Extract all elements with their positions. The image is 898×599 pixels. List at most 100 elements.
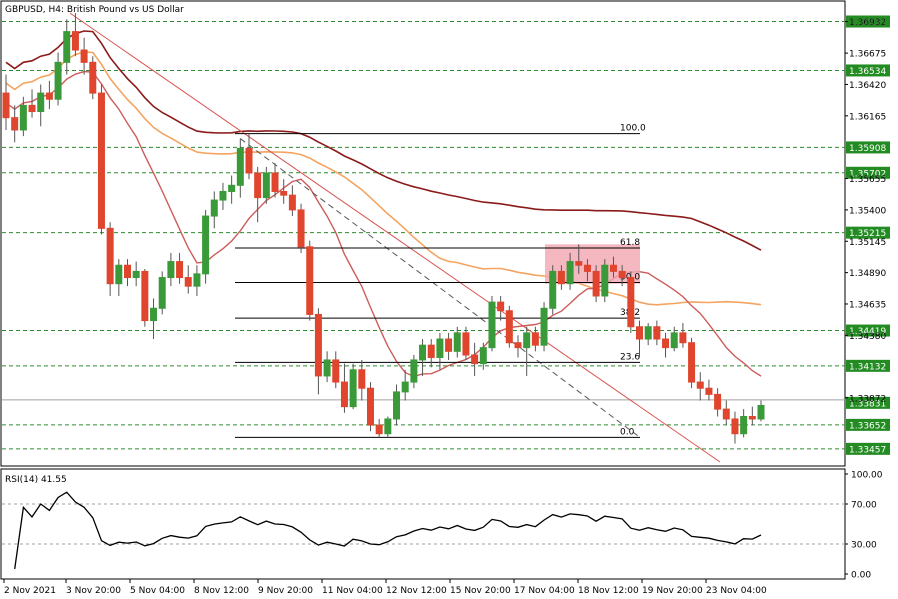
current-price-tag bbox=[846, 396, 890, 409]
level-price-label-3: 1.35702 bbox=[849, 169, 886, 179]
candle-body-20 bbox=[176, 261, 184, 279]
candle-body-51 bbox=[445, 338, 453, 352]
candle-body-10 bbox=[89, 61, 97, 94]
candle-body-18 bbox=[158, 277, 166, 309]
level-price-tag-1 bbox=[846, 64, 890, 77]
time-tick-label-7: 15 Nov 20:00 bbox=[450, 586, 511, 596]
time-tick-label-2: 5 Nov 04:00 bbox=[130, 586, 185, 596]
candle-body-6 bbox=[54, 61, 62, 100]
ma-slow-line bbox=[5, 30, 762, 251]
candle-body-37 bbox=[323, 359, 331, 377]
candle-body-34 bbox=[297, 209, 305, 248]
candle-body-46 bbox=[401, 381, 409, 393]
candle-body-52 bbox=[453, 332, 461, 352]
price-axis: 1.36932 1.36675 1.36420 1.36165 1.35655 1.354… bbox=[845, 18, 886, 404]
candle-body-32 bbox=[280, 190, 288, 196]
time-tick-label-1: 3 Nov 20:00 bbox=[66, 586, 121, 596]
candle-body-49 bbox=[427, 344, 435, 358]
candle-body-44 bbox=[384, 418, 392, 435]
candle-body-2 bbox=[19, 104, 27, 131]
candle-body-19 bbox=[167, 261, 175, 279]
fib-label-100.0: 100.0 bbox=[620, 124, 646, 134]
price-tick-label-10: 1.33872 bbox=[849, 394, 886, 404]
candle-body-65 bbox=[566, 261, 574, 285]
time-tick-label-0: 2 Nov 2021 bbox=[4, 586, 56, 596]
candle-body-83 bbox=[722, 408, 730, 420]
candle-body-8 bbox=[71, 31, 79, 51]
current-price-label: 1.33831 bbox=[849, 399, 886, 409]
trendline-red bbox=[69, 12, 721, 463]
rsi-label: RSI(14) 41.55 bbox=[5, 475, 67, 485]
candle-body-11 bbox=[97, 92, 105, 229]
time-tick-label-5: 11 Nov 04:00 bbox=[322, 586, 383, 596]
candle-body-41 bbox=[358, 369, 366, 389]
candle-body-67 bbox=[583, 264, 591, 272]
time-tick-label-6: 12 Nov 12:00 bbox=[386, 586, 447, 596]
candle-body-23 bbox=[202, 215, 210, 275]
candle-body-40 bbox=[349, 369, 357, 408]
time-tick-label-10: 19 Nov 20:00 bbox=[642, 586, 703, 596]
level-price-label-0: 1.36932 bbox=[849, 18, 886, 28]
trend-lines bbox=[69, 12, 721, 463]
candle-body-71 bbox=[618, 270, 626, 279]
candle-body-5 bbox=[45, 92, 53, 100]
candle-body-14 bbox=[123, 264, 131, 279]
candle-body-85 bbox=[740, 416, 748, 435]
candle-body-28 bbox=[245, 147, 253, 174]
candlestick-series[interactable] bbox=[2, 13, 765, 444]
candle-body-35 bbox=[306, 246, 314, 315]
candle-body-76 bbox=[662, 338, 670, 349]
candle-body-12 bbox=[106, 227, 114, 285]
candle-body-72 bbox=[627, 277, 635, 328]
rsi-tick-label-2: 30.00 bbox=[851, 541, 877, 551]
candle-body-29 bbox=[254, 172, 262, 199]
candle-body-36 bbox=[314, 313, 322, 377]
candle-body-0 bbox=[2, 92, 10, 119]
candle-body-63 bbox=[549, 270, 557, 309]
price-tick-label-7: 1.34890 bbox=[849, 269, 886, 279]
level-price-label-7: 1.33652 bbox=[849, 421, 886, 431]
candle-body-27 bbox=[236, 147, 244, 186]
level-price-label-8: 1.33457 bbox=[849, 445, 886, 455]
price-tick-label-5: 1.35400 bbox=[849, 206, 886, 216]
rsi-tick-label-3: 0.00 bbox=[851, 571, 871, 581]
time-tick-label-9: 18 Nov 12:00 bbox=[578, 586, 639, 596]
candle-body-22 bbox=[193, 273, 201, 287]
rsi-pane bbox=[0, 468, 846, 580]
candle-body-21 bbox=[184, 277, 192, 287]
candle-body-58 bbox=[505, 310, 513, 344]
candle-body-26 bbox=[228, 184, 236, 192]
fib-label-23.6: 23.6 bbox=[620, 352, 640, 362]
price-pane bbox=[0, 0, 846, 467]
level-price-label-6: 1.34132 bbox=[849, 362, 886, 372]
fib-label-61.8: 61.8 bbox=[620, 238, 640, 248]
candle-body-80 bbox=[696, 381, 704, 389]
time-tick-label-11: 23 Nov 04:00 bbox=[706, 586, 767, 596]
rsi-line bbox=[14, 491, 762, 570]
price-tick-label-9: 1.34380 bbox=[849, 332, 886, 342]
candle-body-24 bbox=[210, 199, 218, 217]
candle-body-54 bbox=[471, 354, 479, 365]
candle-body-30 bbox=[262, 172, 270, 199]
level-price-tag-0 bbox=[846, 15, 890, 28]
fib-label-0.0: 0.0 bbox=[620, 427, 635, 437]
rsi-tick-label-1: 70.00 bbox=[851, 501, 877, 511]
candle-body-9 bbox=[80, 49, 88, 63]
candle-body-68 bbox=[592, 270, 600, 297]
price-tick-label-4: 1.35655 bbox=[849, 175, 886, 185]
candle-body-39 bbox=[340, 381, 348, 408]
candle-body-56 bbox=[488, 301, 496, 349]
time-tick-label-3: 8 Nov 12:00 bbox=[194, 586, 249, 596]
chart-title: GBPUSD, H4: British Pound vs US Dollar bbox=[5, 5, 184, 15]
horizontal-levels: 1.36932 1.36534 1.35908 1.35702 1.35215 1.344… bbox=[2, 15, 890, 455]
candle-body-47 bbox=[410, 359, 418, 383]
candle-body-33 bbox=[288, 194, 296, 211]
candle-body-86 bbox=[748, 416, 756, 420]
candle-body-78 bbox=[679, 332, 687, 344]
candle-body-31 bbox=[271, 172, 279, 192]
level-price-label-2: 1.35908 bbox=[849, 144, 886, 154]
candle-body-38 bbox=[332, 359, 340, 383]
candle-body-77 bbox=[670, 332, 678, 349]
candle-body-3 bbox=[28, 104, 36, 113]
